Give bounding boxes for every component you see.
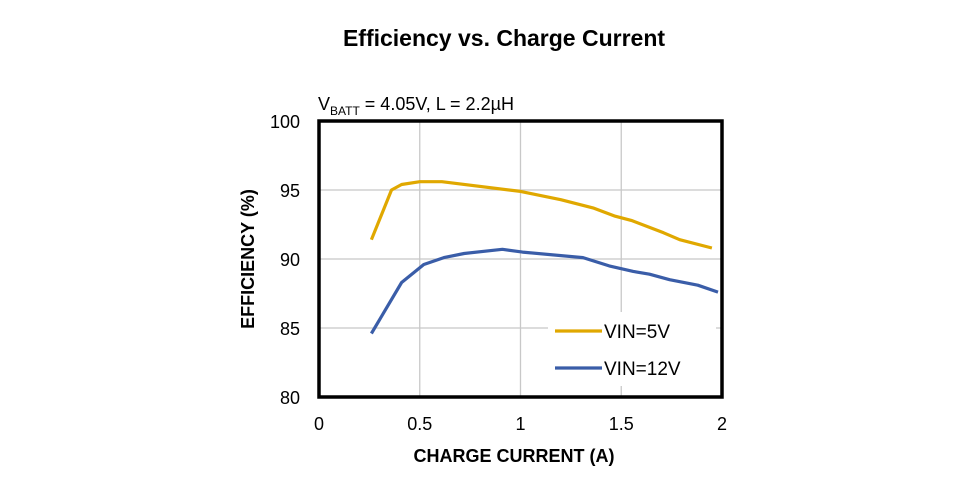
- chart-title: Efficiency vs. Charge Current: [343, 25, 665, 51]
- legend-label: VIN=12V: [604, 359, 681, 380]
- y-tick-label: 85: [280, 319, 300, 339]
- x-tick-label: 0.5: [407, 414, 432, 434]
- x-tick-label: 1: [515, 414, 525, 434]
- y-tick-label: 80: [280, 388, 300, 408]
- x-tick-label: 0: [314, 414, 324, 434]
- y-tick-label: 90: [280, 250, 300, 270]
- x-tick-label: 2: [717, 414, 727, 434]
- series-line-vin-12v: [370, 247, 719, 335]
- subtitle-subscript: BATT: [330, 104, 360, 118]
- plot-frame: [317, 119, 724, 399]
- y-axis-label: EFFICIENCY (%): [238, 189, 258, 329]
- chart-subtitle: VBATT = 4.05V, L = 2.2µH: [318, 94, 514, 118]
- y-tick-label: 100: [270, 112, 300, 132]
- subtitle-suffix: = 4.05V, L = 2.2µH: [360, 94, 514, 114]
- series-lines: [369, 180, 719, 335]
- series-line-vin-5v: [369, 180, 713, 250]
- legend-background: [548, 312, 716, 386]
- legend-label: VIN=5V: [604, 322, 670, 343]
- tick-labels: 0 0.5 1 1.5 2 80 85 90 95 100: [270, 112, 727, 434]
- y-tick-label: 95: [280, 181, 300, 201]
- x-tick-label: 1.5: [609, 414, 634, 434]
- x-axis-label: CHARGE CURRENT (A): [414, 446, 615, 466]
- subtitle-prefix: V: [318, 94, 330, 114]
- legend: VIN=5V VIN=12V: [555, 322, 681, 380]
